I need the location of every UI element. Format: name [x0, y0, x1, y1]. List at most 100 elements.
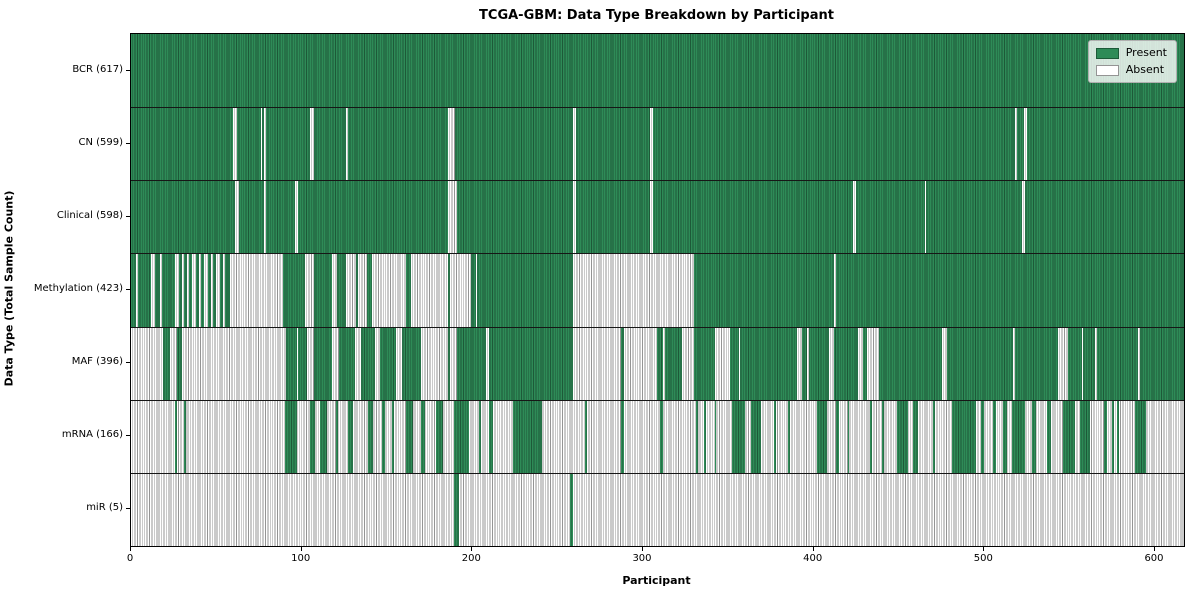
segment-present [1079, 400, 1091, 473]
segment-absent [1137, 327, 1140, 400]
segment-absent [1057, 327, 1068, 400]
segment-absent [211, 254, 213, 327]
legend: Present Absent [1087, 40, 1177, 83]
x-tick-mark [130, 547, 131, 551]
x-tick-mark [641, 547, 643, 551]
segment-absent [1023, 108, 1027, 181]
segment-absent [305, 254, 314, 327]
segment-absent [306, 327, 314, 400]
segment-absent [192, 254, 196, 327]
segment-present [1047, 400, 1051, 473]
segment-present [320, 400, 328, 473]
segment-absent [448, 108, 456, 181]
segment-present [788, 400, 790, 473]
segment-present [1117, 400, 1120, 473]
y-tick-label-bcr: BCR (617) [72, 63, 123, 75]
segment-present [731, 400, 746, 473]
segment-present [1011, 400, 1026, 473]
legend-label-present: Present [1125, 46, 1167, 59]
segment-absent [223, 254, 225, 327]
legend-swatch-absent-icon [1095, 64, 1119, 76]
segment-present [774, 400, 777, 473]
segment-absent [264, 181, 266, 254]
y-tick-label-maf: MAF (396) [71, 356, 123, 368]
segment-absent [170, 327, 178, 400]
legend-entry-absent: Absent [1095, 63, 1167, 76]
segment-absent [204, 254, 208, 327]
segment-present [513, 400, 543, 473]
segment-present [175, 400, 178, 473]
segment-present [392, 400, 394, 473]
segment-absent [375, 327, 381, 400]
x-tick-mark [983, 547, 985, 551]
row-mrna [131, 399, 1184, 473]
segment-present [992, 400, 997, 473]
segment-absent [182, 327, 287, 400]
segment-present [1112, 400, 1115, 473]
segment-absent [1021, 181, 1026, 254]
segment-absent [475, 254, 478, 327]
legend-swatch-present-icon [1095, 47, 1119, 59]
segment-absent [485, 327, 490, 400]
x-tick-mark [471, 547, 473, 551]
segment-absent [175, 254, 179, 327]
x-tick-mark [812, 547, 814, 551]
segment-present [421, 400, 425, 473]
segment-present [695, 400, 698, 473]
y-tick-mark [126, 362, 130, 364]
y-tick-label-cn: CN (599) [78, 136, 123, 148]
segment-absent [151, 254, 155, 327]
segment-absent [264, 108, 266, 181]
segment-present [980, 400, 985, 473]
segment-absent [573, 181, 577, 254]
segment-present [847, 400, 850, 473]
y-tick-label-clinical: Clinical (598) [56, 209, 123, 221]
y-tick-label-mir: miR (5) [86, 502, 123, 514]
segment-absent [294, 181, 299, 254]
segment-absent [235, 181, 239, 254]
segment-absent [332, 254, 338, 327]
segment-absent [852, 181, 857, 254]
row-maf [131, 326, 1184, 400]
y-tick-label-mrna: mRNA (166) [61, 429, 123, 441]
segment-absent [410, 254, 449, 327]
segment-present [284, 400, 297, 473]
y-tick-mark [126, 289, 130, 290]
segment-present [479, 400, 481, 473]
segment-absent [1015, 108, 1017, 181]
x-tick-label-500: 500 [973, 553, 993, 564]
segment-present [183, 400, 186, 473]
segment-absent [714, 327, 731, 400]
segment-present [951, 400, 976, 473]
segment-present [750, 400, 761, 473]
segment-present [1003, 400, 1007, 473]
segment-present [368, 400, 374, 473]
segment-absent [796, 327, 802, 400]
segment-absent [296, 327, 299, 400]
segment-present [335, 400, 338, 473]
segment-absent [136, 254, 138, 327]
segment-present [489, 400, 493, 473]
segment-absent [354, 327, 362, 400]
row-bcr [131, 34, 1184, 108]
segment-present [817, 400, 828, 473]
y-tick-mark [126, 69, 130, 71]
segment-present [897, 400, 908, 473]
segment-absent [941, 327, 947, 400]
x-tick-label-300: 300 [632, 553, 652, 564]
segment-absent [858, 327, 864, 400]
segment-present [1062, 400, 1075, 473]
segment-absent [649, 181, 654, 254]
segment-absent [131, 327, 164, 400]
segment-absent [216, 254, 220, 327]
legend-label-absent: Absent [1125, 63, 1165, 76]
y-tick-mark [126, 215, 130, 217]
segment-absent [649, 108, 654, 181]
segment-absent [866, 327, 879, 400]
row-clinical [131, 180, 1184, 254]
segment-absent [310, 108, 314, 181]
plot-area: Present Absent [130, 33, 1185, 547]
segment-absent [1013, 327, 1016, 400]
x-tick-label-600: 600 [1144, 553, 1164, 564]
